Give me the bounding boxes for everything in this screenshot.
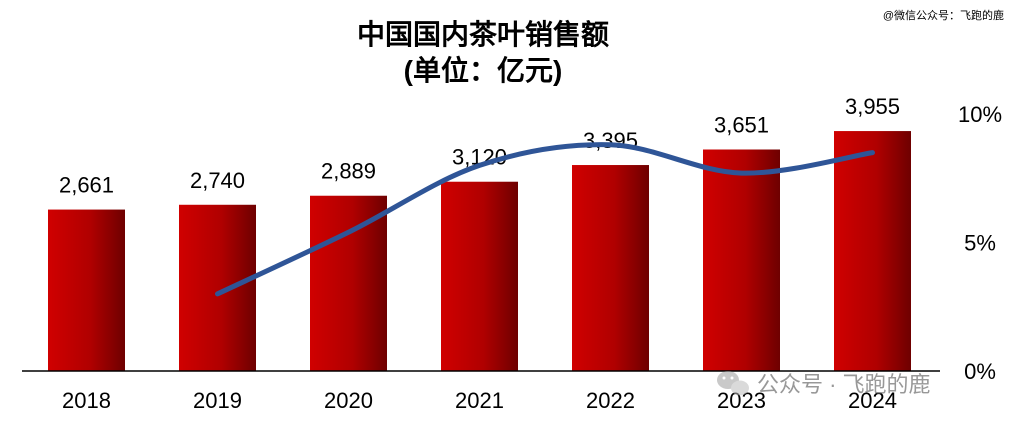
data-label-2024: 3,955 [845, 94, 900, 119]
bars-layer [48, 131, 911, 371]
bar-2018 [48, 209, 125, 371]
x-tick-2020: 2020 [324, 388, 373, 413]
data-label-2020: 2,889 [321, 159, 376, 184]
bar-2022 [572, 165, 649, 371]
growth-line-layer [215, 142, 875, 297]
y-right-tick-labels: 0% 5% 10% [958, 102, 1002, 384]
x-tick-2022: 2022 [586, 388, 635, 413]
data-label-2018: 2,661 [59, 173, 114, 198]
x-tick-2024: 2024 [848, 388, 897, 413]
bar-2019 [179, 204, 256, 371]
y-right-tick-0: 0% [964, 359, 996, 384]
bar-2021 [441, 181, 518, 371]
x-tick-2019: 2019 [193, 388, 242, 413]
bar-2020 [310, 195, 387, 371]
bar-2024 [834, 131, 911, 371]
x-tick-labels: 2018 2019 2020 2021 2022 2023 2024 [62, 388, 897, 413]
y-right-tick-10: 10% [958, 102, 1002, 127]
x-tick-2021: 2021 [455, 388, 504, 413]
x-tick-2018: 2018 [62, 388, 111, 413]
watermark-bottom: 公众号 · 飞跑的鹿 [717, 371, 931, 397]
data-label-2023: 3,651 [714, 113, 769, 138]
chart-subtitle: (单位：亿元) [404, 54, 563, 86]
wechat-icon [717, 371, 749, 396]
watermark-top: @微信公众号：飞跑的鹿 [883, 8, 1004, 22]
chart-title: 中国国内茶叶销售额 [357, 19, 609, 50]
watermark-bottom-text: 公众号 · 飞跑的鹿 [757, 372, 931, 397]
y-right-tick-5: 5% [964, 231, 996, 256]
data-label-2019: 2,740 [190, 168, 245, 193]
growth-rate-line [215, 142, 875, 297]
bar-2023 [703, 149, 780, 371]
